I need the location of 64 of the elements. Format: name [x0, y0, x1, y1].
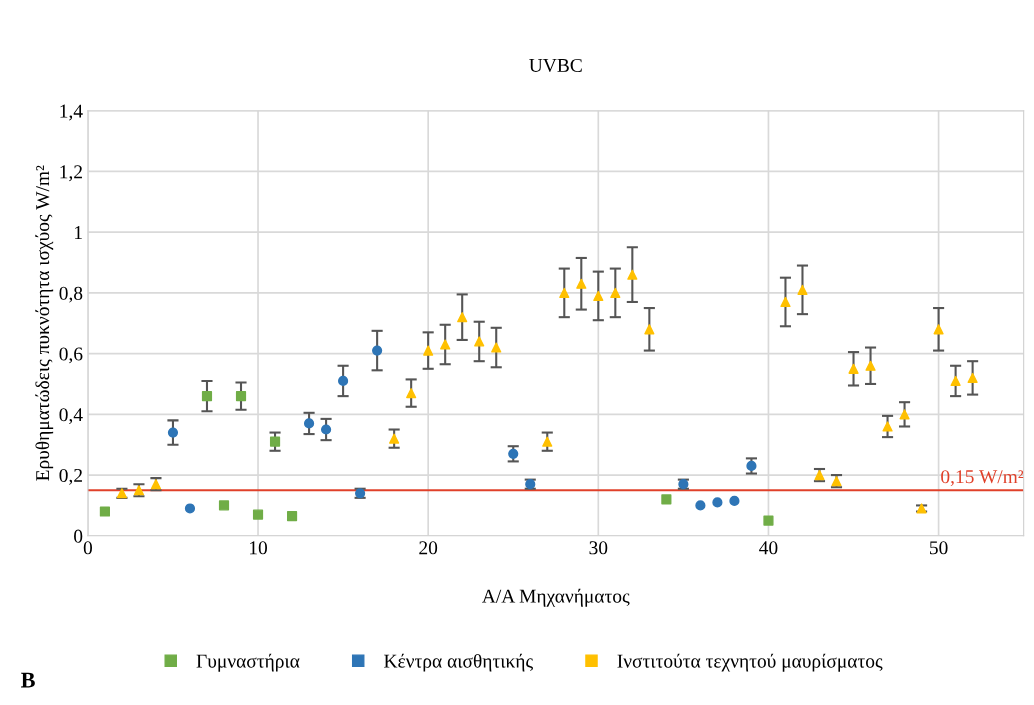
point	[491, 342, 502, 353]
point	[542, 436, 553, 447]
y-tick-label: 1	[75, 226, 82, 239]
point	[865, 360, 876, 371]
x-tick-label: 50	[930, 541, 948, 555]
point	[712, 497, 723, 508]
point	[780, 296, 791, 308]
point	[235, 391, 247, 402]
x-tick-label: 20	[419, 541, 438, 555]
point	[593, 290, 604, 302]
y-tick-label: 0,8	[59, 286, 83, 303]
point	[933, 324, 944, 335]
point	[950, 375, 961, 387]
ref-line-label: 0,15 W/m²	[941, 470, 1024, 487]
x-tick-label: 40	[759, 541, 778, 555]
point	[440, 339, 451, 350]
point	[508, 448, 519, 459]
point	[99, 506, 110, 517]
text: B	[21, 672, 35, 688]
point	[389, 433, 400, 444]
point	[320, 424, 332, 435]
point	[303, 418, 315, 429]
point	[457, 312, 468, 323]
point	[201, 391, 213, 402]
x-tick-label: 10	[250, 541, 268, 555]
point	[559, 287, 570, 298]
chart-title: UVBC	[529, 58, 582, 73]
point	[644, 324, 655, 335]
point	[167, 427, 179, 438]
point	[406, 387, 417, 399]
y-axis-title: Ερυθηματώδεις πυκνότητα ισχύος W/m²	[35, 165, 54, 481]
point	[269, 436, 281, 447]
point	[661, 494, 672, 505]
point	[967, 372, 978, 383]
y-tick-label: 0	[74, 529, 83, 543]
point	[338, 375, 349, 387]
y-tick-label: 0,2	[59, 468, 82, 485]
legend-label: Γυμναστήρια	[196, 653, 300, 672]
point	[610, 287, 621, 298]
point	[218, 500, 230, 511]
x-axis-title: Α/Α Μηχανήματος	[482, 588, 630, 607]
point	[797, 284, 808, 295]
legend-label: Κέντρα αισθητικής	[384, 653, 533, 672]
point	[372, 345, 383, 356]
x-tick-label: 0	[83, 541, 93, 555]
point	[474, 336, 485, 347]
point	[184, 503, 196, 514]
point	[423, 345, 434, 356]
y-tick-label: 1,2	[60, 165, 82, 182]
point	[695, 500, 706, 511]
point	[763, 515, 774, 526]
point	[286, 510, 298, 522]
point	[882, 421, 893, 432]
y-tick-label: 0,6	[59, 347, 83, 364]
point	[899, 409, 910, 420]
y-tick-label: 1,4	[60, 104, 83, 121]
point	[576, 278, 587, 289]
point	[252, 509, 264, 520]
y-tick-label: 0,4	[59, 408, 83, 425]
point	[729, 495, 740, 506]
point	[848, 363, 859, 374]
point	[627, 269, 638, 280]
legend-label: Ινστιτούτα τεχνητού μαυρίσματος	[617, 653, 883, 672]
x-tick-label: 30	[589, 541, 608, 555]
